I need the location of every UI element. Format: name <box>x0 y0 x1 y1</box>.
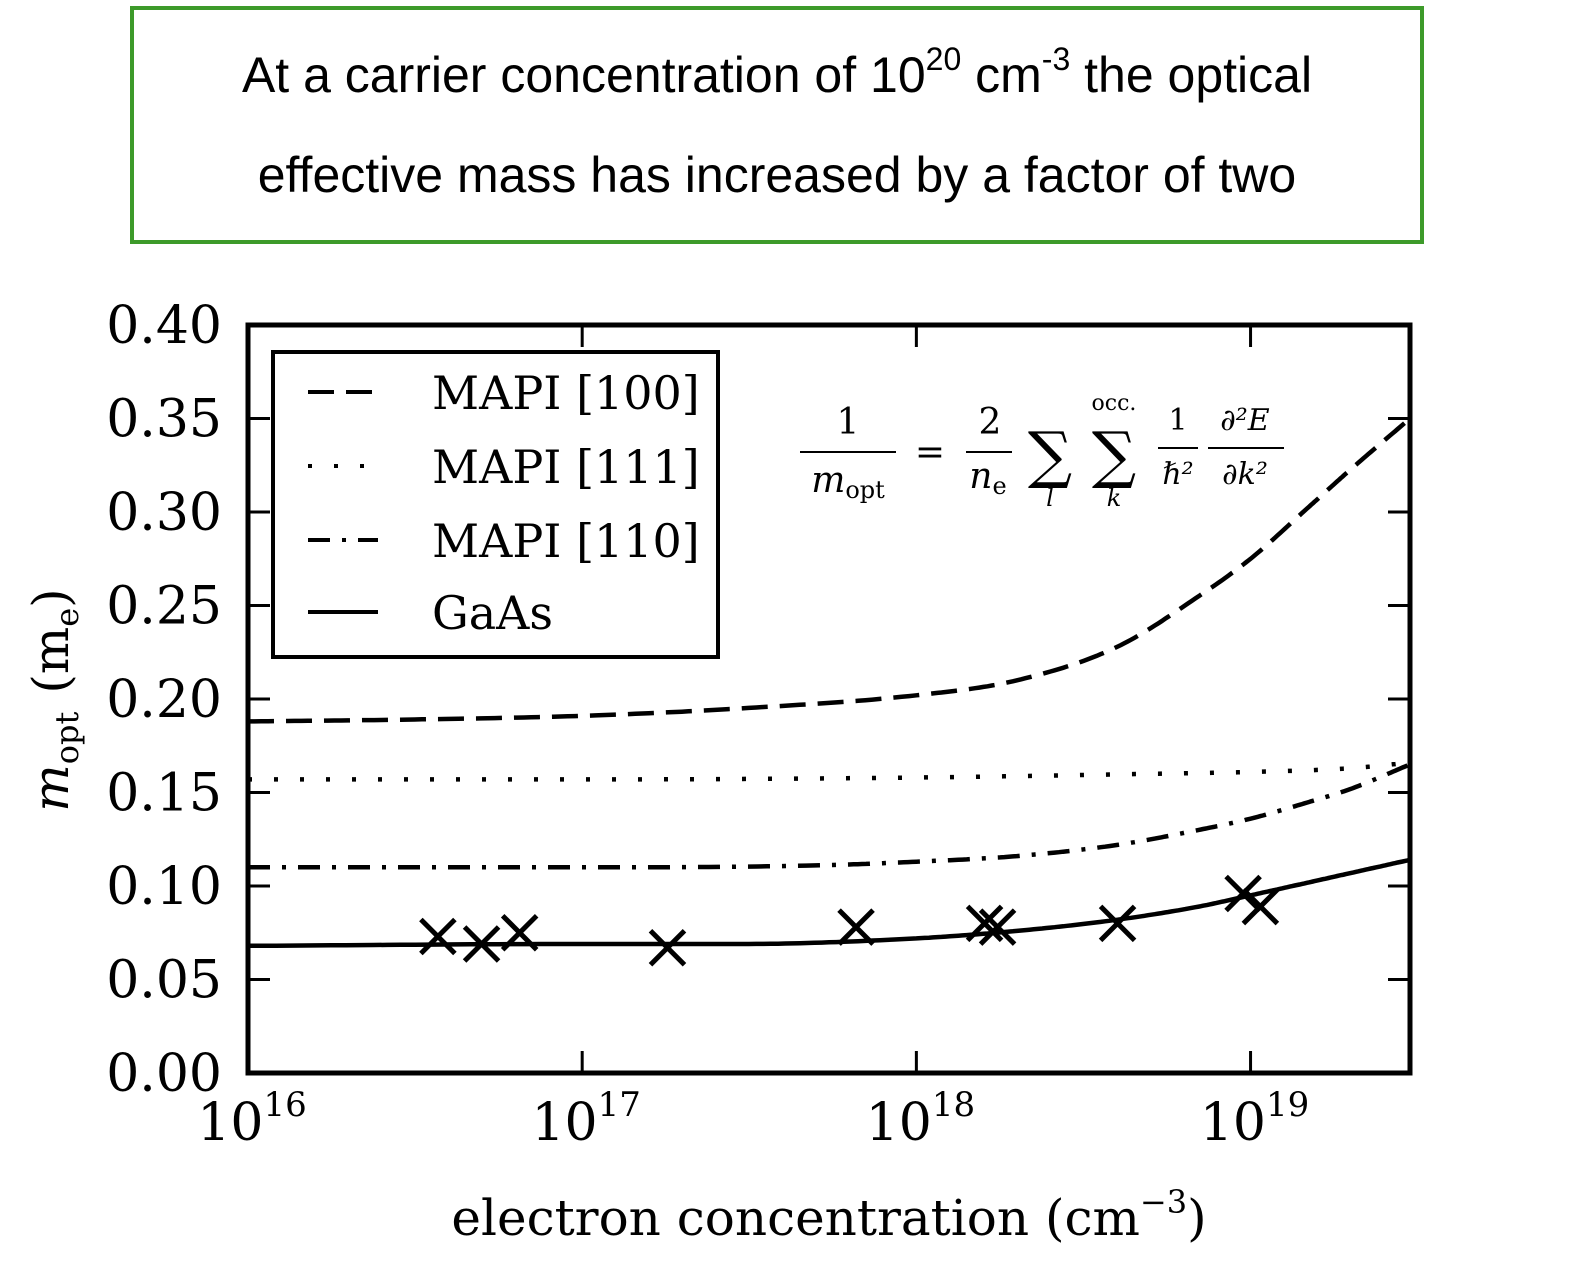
series-line-mapi-100 <box>248 416 1412 724</box>
tick-layer <box>246 323 1410 1075</box>
callout-text-c: the optical <box>1070 47 1313 103</box>
y-tick-label: 0.20 <box>106 670 222 730</box>
marker-layer <box>419 874 1280 967</box>
eq-coef-den-subscript: e <box>992 472 1006 500</box>
y-tick-label: 0.00 <box>106 1044 222 1104</box>
y-axis-label: mopt (me) <box>22 588 86 811</box>
y-tick-labels: 0.00 0.05 0.10 0.15 0.20 0.25 0.30 0.35 0.40 <box>106 296 222 1104</box>
y-label-unit-subscript: e <box>48 608 86 627</box>
eq-lhs-numerator: 1 <box>837 402 860 443</box>
x-tick-label: 1019 <box>1200 1085 1309 1153</box>
data-marker <box>462 925 501 963</box>
y-tick-label: 0.10 <box>106 857 222 917</box>
eq-frac2-numerator: ∂²E <box>1220 403 1270 438</box>
callout-text-a: At a carrier concentration of 10 <box>241 47 926 103</box>
series-line-mapi-111 <box>248 760 1411 782</box>
y-label-unit: (m <box>22 627 80 694</box>
eq-sum-1: ∑ <box>1028 418 1072 491</box>
callout-box: At a carrier concentration of 1020 cm-3 … <box>130 6 1424 244</box>
data-marker <box>1098 904 1137 943</box>
eq-coef-den-symbol: n <box>969 456 992 497</box>
data-marker <box>1241 887 1280 926</box>
callout-exponent-1: 20 <box>925 41 962 78</box>
y-tick-label: 0.05 <box>106 951 222 1011</box>
x-tick-label: 1017 <box>531 1085 640 1153</box>
data-marker <box>419 917 457 956</box>
eq-frac1-denominator: ℏ² <box>1162 457 1193 492</box>
x-label-close: ) <box>1187 1189 1207 1247</box>
x-axis-label: electron concentration (cm−3) <box>451 1183 1206 1247</box>
series-line-mapi-110 <box>248 762 1411 870</box>
eq-lhs-den-symbol: m <box>811 460 845 501</box>
x-label-exponent: −3 <box>1140 1183 1187 1221</box>
equation-annotation: 1 mopt = 2 ne ∑ l occ. ∑ k 1 ℏ² ∂²E ∂k² <box>800 391 1284 512</box>
series-line-gaas <box>248 857 1411 949</box>
data-marker <box>648 928 687 967</box>
eq-frac2-denominator: ∂k² <box>1222 457 1268 492</box>
y-tick-label: 0.30 <box>106 483 222 543</box>
y-tick-label: 0.35 <box>106 390 222 450</box>
eq-lhs-den-subscript: opt <box>845 476 885 504</box>
eq-sum-2: ∑ <box>1092 418 1136 491</box>
eq-sum-1-index: l <box>1046 484 1054 512</box>
data-marker <box>978 908 1017 946</box>
legend-label-gaas: GaAs <box>432 586 553 640</box>
eq-lhs-denominator: mopt <box>811 460 885 504</box>
x-label-text: electron concentration (cm <box>451 1189 1139 1247</box>
y-tick-label: 0.15 <box>106 764 222 824</box>
y-label-subscript: opt <box>48 712 86 765</box>
callout-line-2: effective mass has increased by a factor… <box>257 147 1297 203</box>
x-tick-label: 1018 <box>866 1085 975 1153</box>
legend-label-mapi-111: MAPI [111] <box>432 440 700 494</box>
callout-line-1: At a carrier concentration of 1020 cm-3 … <box>242 25 1312 125</box>
eq-coef-numerator: 2 <box>979 402 1002 443</box>
data-marker <box>965 904 1004 943</box>
legend-box <box>271 350 720 659</box>
y-tick-label: 0.40 <box>106 296 222 356</box>
y-label-symbol: m <box>22 764 80 811</box>
eq-equals: = <box>915 432 945 473</box>
legend-label-mapi-100: MAPI [100] <box>432 366 700 420</box>
legend-label-mapi-110: MAPI [110] <box>432 514 700 568</box>
callout-exponent-2: -3 <box>1041 41 1071 78</box>
callout-text-b: cm <box>961 47 1042 103</box>
x-tick-label: 1016 <box>197 1085 306 1153</box>
data-marker <box>837 908 875 946</box>
data-marker <box>500 913 539 952</box>
eq-sum-2-upper: occ. <box>1092 391 1137 416</box>
x-tick-labels: 1016 1017 1018 1019 <box>197 1085 1309 1153</box>
y-tick-label: 0.25 <box>106 577 222 637</box>
data-marker <box>1224 874 1262 913</box>
eq-sum-2-index: k <box>1107 484 1122 512</box>
series-layer <box>248 416 1412 949</box>
y-label-close: ) <box>22 588 80 608</box>
eq-coef-denominator: ne <box>969 456 1006 500</box>
legend: MAPI [100] MAPI [111] MAPI [110] GaAs <box>271 350 720 659</box>
eq-frac1-numerator: 1 <box>1168 403 1187 438</box>
